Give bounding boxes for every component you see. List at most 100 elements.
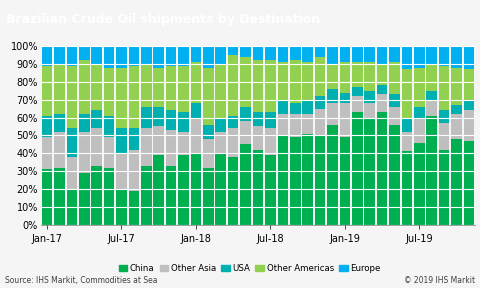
Bar xyxy=(42,66,52,116)
Bar xyxy=(154,107,164,126)
Bar xyxy=(178,155,189,225)
Bar xyxy=(340,92,350,103)
Bar xyxy=(166,66,176,110)
Bar xyxy=(340,137,350,225)
Bar xyxy=(327,46,338,64)
Bar xyxy=(67,189,77,225)
Bar xyxy=(439,123,449,150)
Bar xyxy=(277,101,288,114)
Bar xyxy=(154,126,164,155)
Bar xyxy=(340,46,350,62)
Bar xyxy=(265,128,276,155)
Bar xyxy=(42,46,52,66)
Bar xyxy=(129,191,139,225)
Bar xyxy=(389,107,400,125)
Bar xyxy=(141,46,152,64)
Bar xyxy=(203,67,214,125)
Bar xyxy=(352,87,362,96)
Bar xyxy=(104,137,114,168)
Bar xyxy=(54,114,65,132)
Bar xyxy=(191,62,201,103)
Bar xyxy=(327,125,338,225)
Bar xyxy=(141,107,152,128)
Bar xyxy=(414,118,425,143)
Bar xyxy=(364,46,375,62)
Bar xyxy=(439,46,449,66)
Bar xyxy=(290,103,300,114)
Bar xyxy=(129,128,139,150)
Bar xyxy=(402,118,412,132)
Bar xyxy=(402,151,412,225)
Bar xyxy=(141,128,152,166)
Bar xyxy=(166,46,176,66)
Bar xyxy=(464,69,474,101)
Text: Source: IHS Markit, Commodities at Sea: Source: IHS Markit, Commodities at Sea xyxy=(5,276,157,285)
Bar xyxy=(67,128,77,157)
Bar xyxy=(67,46,77,66)
Bar xyxy=(389,46,400,62)
Bar xyxy=(54,46,65,64)
Bar xyxy=(154,67,164,107)
Bar xyxy=(191,153,201,225)
Bar xyxy=(253,126,263,150)
Bar xyxy=(79,60,89,114)
Bar xyxy=(377,94,387,112)
Bar xyxy=(302,114,313,134)
Bar xyxy=(414,107,425,118)
Text: Brazilian Crude Oil shipments by Destination: Brazilian Crude Oil shipments by Destina… xyxy=(6,13,320,26)
Bar xyxy=(352,46,362,62)
Bar xyxy=(315,46,325,57)
Bar xyxy=(228,55,239,116)
Bar xyxy=(216,118,226,132)
Bar xyxy=(265,46,276,60)
Bar xyxy=(277,46,288,62)
Bar xyxy=(451,105,462,114)
Bar xyxy=(116,67,127,128)
Bar xyxy=(253,60,263,112)
Bar xyxy=(389,125,400,225)
Bar xyxy=(414,46,425,67)
Bar xyxy=(277,114,288,135)
Bar xyxy=(327,103,338,125)
Bar xyxy=(178,112,189,132)
Bar xyxy=(116,46,127,67)
Bar xyxy=(464,101,474,110)
Bar xyxy=(352,62,362,87)
Bar xyxy=(54,64,65,114)
Bar xyxy=(178,132,189,155)
Bar xyxy=(67,157,77,189)
Bar xyxy=(364,103,375,119)
Bar xyxy=(315,57,325,96)
Bar xyxy=(116,153,127,189)
Bar xyxy=(464,46,474,69)
Bar xyxy=(104,67,114,116)
Bar xyxy=(451,114,462,139)
Bar xyxy=(240,46,251,57)
Bar xyxy=(402,69,412,118)
Bar xyxy=(253,46,263,60)
Bar xyxy=(42,169,52,225)
Bar xyxy=(414,143,425,225)
Bar xyxy=(203,139,214,168)
Bar xyxy=(389,62,400,94)
Bar xyxy=(315,109,325,135)
Bar xyxy=(265,60,276,112)
Bar xyxy=(315,96,325,109)
Bar xyxy=(104,46,114,67)
Bar xyxy=(327,64,338,89)
Bar xyxy=(377,64,387,85)
Bar xyxy=(302,46,313,62)
Bar xyxy=(203,125,214,139)
Bar xyxy=(389,94,400,107)
Bar xyxy=(166,110,176,130)
Bar xyxy=(451,139,462,225)
Bar xyxy=(427,116,437,225)
Bar xyxy=(104,168,114,225)
Bar xyxy=(253,150,263,225)
Bar xyxy=(439,66,449,110)
Bar xyxy=(340,103,350,137)
Bar xyxy=(427,101,437,116)
Bar xyxy=(116,128,127,153)
Text: © 2019 IHS Markit: © 2019 IHS Markit xyxy=(404,276,475,285)
Bar xyxy=(216,64,226,118)
